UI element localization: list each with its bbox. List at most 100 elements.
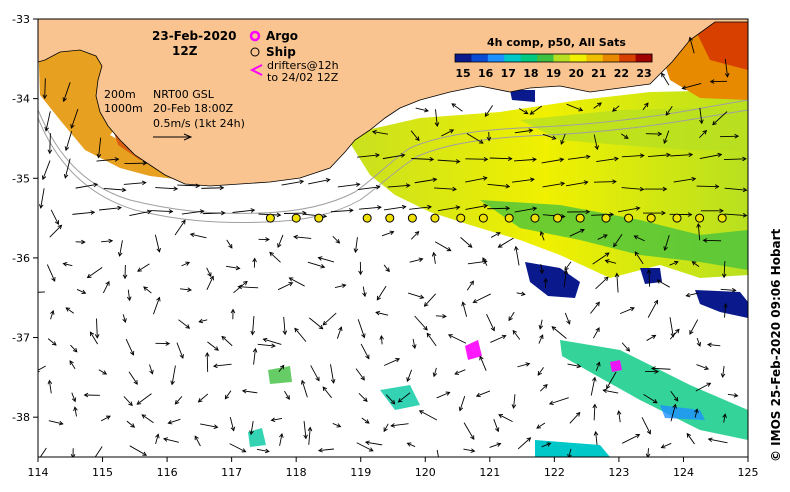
current-arrow (633, 235, 645, 242)
current-vectors (38, 36, 748, 457)
current-arrow (212, 363, 232, 369)
current-arrow (153, 296, 161, 315)
current-arrow (224, 390, 232, 400)
current-arrow (360, 343, 370, 360)
current-arrow (727, 393, 739, 398)
current-arrow (232, 208, 256, 213)
current-arrow (720, 133, 740, 139)
current-arrow (514, 128, 534, 134)
current-arrow (487, 183, 511, 189)
current-arrow (543, 277, 548, 288)
current-arrow (723, 156, 747, 162)
current-arrow (614, 272, 620, 293)
current-arrow (564, 312, 571, 325)
current-arrow (436, 391, 451, 399)
current-arrow (249, 421, 254, 436)
scale-arrow-icon (153, 133, 193, 141)
current-arrow (700, 208, 724, 214)
current-arrow (257, 343, 276, 349)
ship-station-marker (717, 213, 727, 223)
current-arrow (200, 423, 219, 429)
current-arrow (117, 240, 123, 257)
x-tick-label: 117 (221, 466, 242, 479)
current-arrow (76, 289, 87, 294)
legend-ship-label: Ship (266, 45, 296, 59)
current-arrow (622, 434, 641, 444)
current-arrow (252, 257, 257, 268)
current-arrow (724, 58, 730, 78)
current-arrow (538, 319, 544, 330)
current-arrow (317, 256, 335, 263)
current-arrow (194, 435, 201, 447)
current-arrow (518, 108, 529, 115)
current-arrow (303, 421, 308, 440)
current-arrow (465, 203, 489, 210)
current-arrow (201, 185, 225, 191)
current-arrow (541, 157, 565, 164)
isobath-1000m-label: 1000m (104, 102, 143, 115)
x-tick-label: 123 (608, 466, 629, 479)
current-arrow (170, 365, 176, 386)
current-arrow (167, 418, 181, 425)
current-arrow (479, 355, 487, 371)
current-arrow (490, 232, 501, 238)
current-arrow (567, 209, 591, 215)
current-arrow (103, 187, 127, 193)
y-tick-label: -37 (12, 332, 30, 345)
current-arrow (397, 392, 411, 403)
current-arrow (539, 230, 545, 241)
current-arrow (155, 186, 179, 191)
current-arrow (387, 183, 411, 188)
current-arrow (252, 347, 258, 365)
title-date: 23-Feb-2020 (152, 29, 237, 43)
current-arrow (206, 267, 212, 278)
current-arrow (262, 337, 282, 345)
current-arrow (567, 448, 572, 457)
ship-station-marker (530, 213, 540, 223)
current-arrow (689, 319, 699, 335)
current-arrow (46, 264, 56, 282)
ship-station-marker (265, 213, 275, 223)
current-arrow (486, 131, 492, 142)
ship-station-marker (624, 213, 634, 223)
current-arrow (685, 292, 699, 298)
current-arrow (486, 313, 495, 332)
current-arrow (385, 394, 396, 405)
current-arrow (96, 137, 102, 159)
current-arrow (47, 379, 53, 394)
current-arrow (484, 105, 494, 118)
current-arrow (122, 264, 128, 280)
colorbar-tick-label: 21 (591, 67, 606, 80)
current-arrow (96, 157, 120, 162)
current-arrow (174, 219, 186, 236)
current-arrow (642, 102, 649, 111)
colorbar-segment (504, 54, 522, 62)
legend-drifters-line1: drifters@12h (267, 59, 339, 72)
colorbar-tick-label: 20 (568, 67, 584, 80)
colorbar-segment (455, 54, 472, 62)
current-arrow (129, 445, 148, 456)
ship-station-marker (314, 213, 324, 223)
current-arrow (616, 410, 622, 423)
current-arrow (362, 286, 367, 298)
ship-marker-icon (250, 47, 260, 57)
current-arrow (375, 310, 389, 316)
current-arrow (47, 338, 57, 346)
current-arrow (487, 206, 511, 211)
current-arrow (539, 384, 548, 392)
current-arrow (517, 362, 531, 368)
current-arrow (408, 292, 425, 300)
current-arrow (330, 364, 336, 384)
current-arrow (241, 388, 258, 394)
current-arrow (466, 280, 474, 291)
ship-station-marker (504, 213, 514, 223)
colorbar-segment (537, 54, 554, 62)
current-arrow (593, 430, 599, 446)
current-arrow (431, 251, 437, 264)
current-arrow (42, 78, 48, 100)
current-arrow (590, 301, 600, 314)
colorbar-title: 4h comp, p50, All Sats (487, 36, 626, 49)
current-arrow (651, 366, 671, 371)
current-arrow (436, 449, 439, 457)
argo-marker-icon (249, 30, 261, 42)
